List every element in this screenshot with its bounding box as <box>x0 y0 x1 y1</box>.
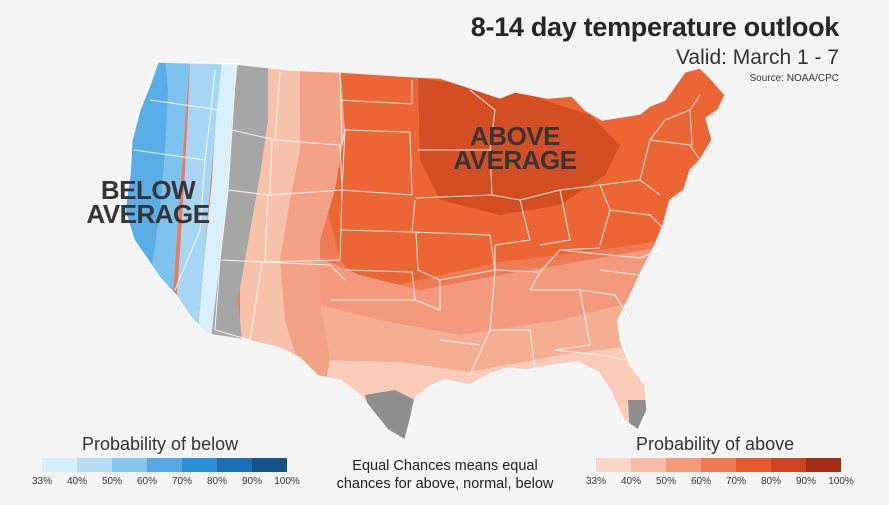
zone-above-80 <box>418 78 620 215</box>
legend-below-tick: 33% <box>31 476 53 487</box>
legend-below-swatch <box>112 458 147 472</box>
legend-below-tick: 50% <box>101 476 123 487</box>
legend-below-swatches <box>42 458 287 472</box>
legend-above-swatch <box>806 458 841 472</box>
zone-equal-texas <box>365 390 415 440</box>
above-label-line1: ABOVE <box>470 121 560 151</box>
zone-below-60 <box>125 62 168 440</box>
legend-below-tick: 100% <box>274 476 300 487</box>
legend-above-tick: 33% <box>585 476 607 487</box>
equal-chances-note: Equal Chances means equal chances for ab… <box>330 457 560 493</box>
legend-above-swatch <box>701 458 736 472</box>
legend-below-swatch <box>252 458 287 472</box>
legend-above-swatches <box>596 458 841 472</box>
legend-below-tick: 40% <box>66 476 88 487</box>
legend-below-tick: 90% <box>241 476 263 487</box>
legend-below-title: Probability of below <box>82 434 239 454</box>
legend-above-swatch <box>596 458 631 472</box>
legend-above-tick: 40% <box>620 476 642 487</box>
valid-dates: Valid: March 1 - 7 <box>675 46 839 69</box>
state-borders <box>124 61 726 442</box>
below-average-label: BELOW AVERAGE <box>68 175 228 229</box>
source-credit: Source: NOAA/CPC <box>749 73 839 84</box>
below-label-line2: AVERAGE <box>86 199 210 229</box>
legend-below-swatch <box>217 458 252 472</box>
legend-below-swatch <box>77 458 112 472</box>
legend-above-tick: 50% <box>655 476 677 487</box>
legend-above-swatch <box>736 458 771 472</box>
legend-below-swatch <box>182 458 217 472</box>
legend-above-tick: 60% <box>690 476 712 487</box>
equal-chances-line1: Equal Chances means equal <box>352 458 538 474</box>
above-label-line2: AVERAGE <box>453 145 577 175</box>
legend-above-title: Probability of above <box>636 434 795 454</box>
legend-above-tick: 90% <box>795 476 817 487</box>
below-label-line1: BELOW <box>100 175 196 205</box>
equal-chances-line2: chances for above, normal, below <box>336 476 554 492</box>
legend-below-swatch <box>147 458 182 472</box>
legend-below-tick: 60% <box>136 476 158 487</box>
legend-above-swatch <box>666 458 701 472</box>
map-title: 8-14 day temperature outlook <box>470 12 840 42</box>
above-average-label: ABOVE AVERAGE <box>430 121 600 175</box>
legend-above-swatch <box>631 458 666 472</box>
legend-above-tick: 70% <box>725 476 747 487</box>
legend-below-swatch <box>42 458 77 472</box>
legend-above-tick: 80% <box>760 476 782 487</box>
legend-below-tick: 70% <box>171 476 193 487</box>
legend-below-tick: 80% <box>206 476 228 487</box>
legend-above-tick: 100% <box>828 476 854 487</box>
legend-above-swatch <box>771 458 806 472</box>
